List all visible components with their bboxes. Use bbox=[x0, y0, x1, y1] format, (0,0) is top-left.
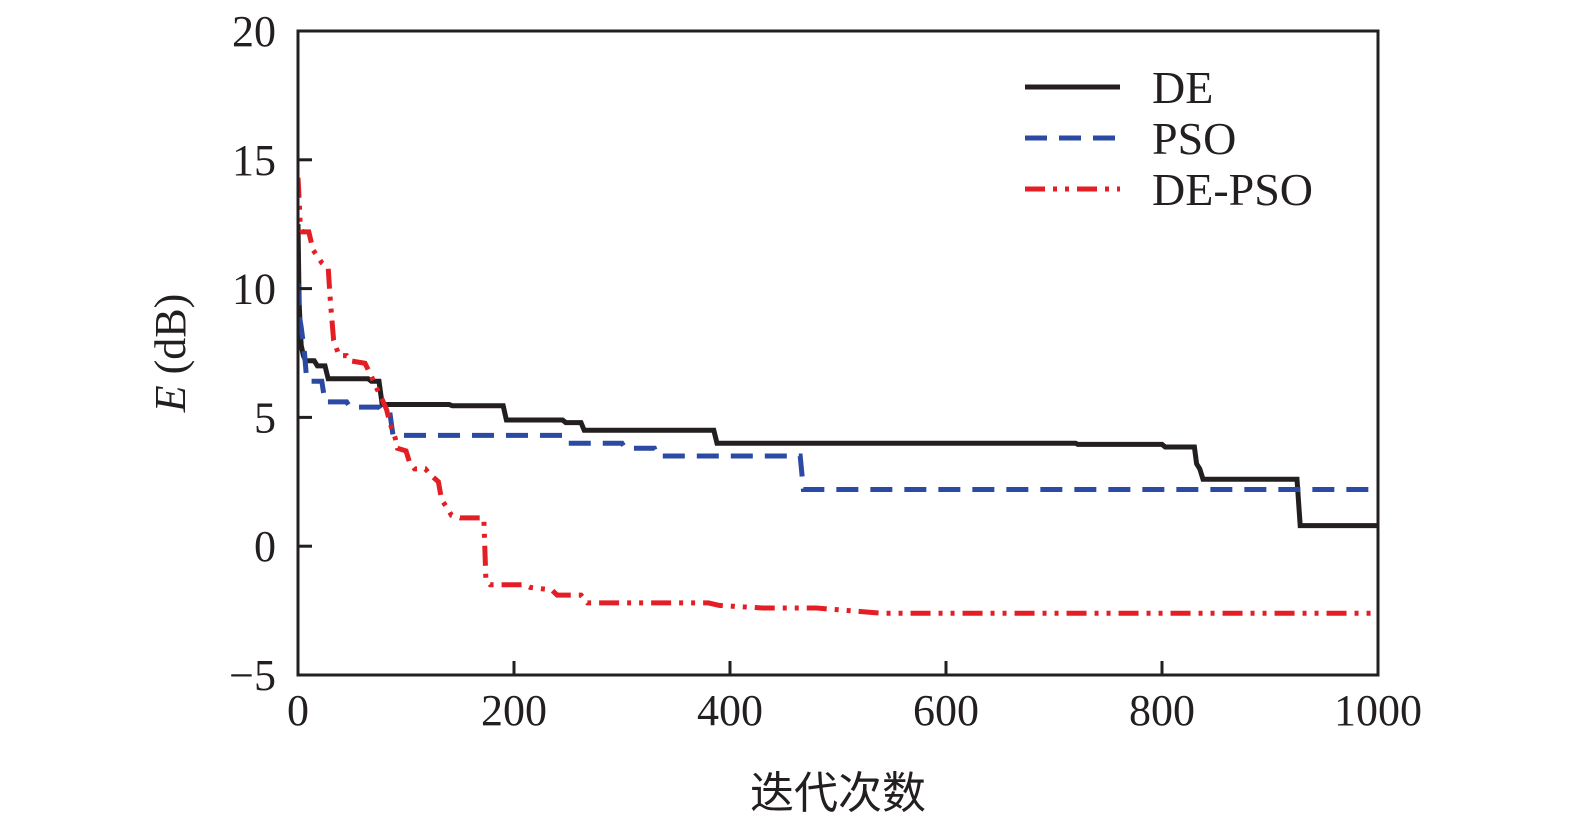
y-axis-label: E (dB) bbox=[146, 294, 195, 414]
y-tick-label: 15 bbox=[232, 136, 276, 185]
x-tick-label: 200 bbox=[481, 686, 547, 735]
series-line-de bbox=[298, 224, 1378, 529]
legend-label-pso: PSO bbox=[1152, 113, 1236, 164]
x-tick-label: 1000 bbox=[1334, 686, 1422, 735]
y-tick-label: −5 bbox=[229, 651, 276, 700]
x-tick-label: 0 bbox=[287, 686, 309, 735]
x-axis-label: 迭代次数 bbox=[750, 769, 926, 818]
legend-label-de-pso: DE-PSO bbox=[1152, 164, 1313, 215]
series-layer bbox=[298, 177, 1378, 616]
y-axis-label-symbol: E bbox=[146, 385, 195, 413]
y-tick-label: 20 bbox=[232, 7, 276, 56]
legend-label-de: DE bbox=[1152, 62, 1213, 113]
plot-frame bbox=[296, 29, 1380, 677]
y-tick-label: 5 bbox=[254, 393, 276, 442]
x-tick-label: 400 bbox=[697, 686, 763, 735]
y-tick-label: 0 bbox=[254, 522, 276, 571]
series-line-de-pso bbox=[298, 177, 1378, 616]
y-tick-label: 10 bbox=[232, 265, 276, 314]
x-tick-label: 800 bbox=[1129, 686, 1195, 735]
x-tick-label: 600 bbox=[913, 686, 979, 735]
y-axis-label-unit: (dB) bbox=[146, 294, 195, 386]
series-line-pso bbox=[298, 283, 1378, 492]
